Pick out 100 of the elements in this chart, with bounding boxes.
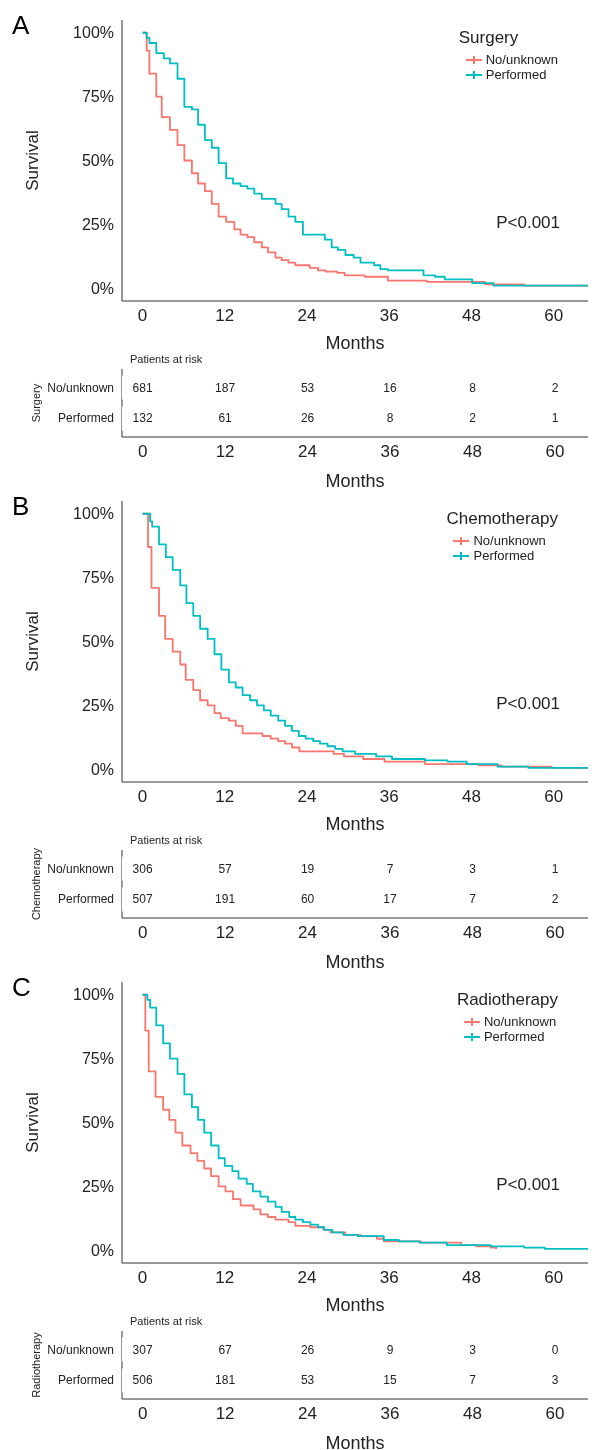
data-label: 15 [383, 1373, 398, 1388]
chart-title: A [12, 10, 30, 41]
y-axis-title: Chemotherapy [29, 847, 42, 921]
x-tick-label: 48 [462, 1268, 481, 1288]
chart-title: Patients at risk [130, 353, 203, 365]
y-tick-label: Performed [57, 1373, 114, 1388]
data-label: 3 [469, 1342, 477, 1357]
y-tick-label: 50% [81, 152, 114, 170]
data-label: 53 [300, 380, 315, 395]
chart-title: B [12, 491, 30, 522]
data-label: 9 [386, 1342, 394, 1357]
x-tick-label: 36 [380, 1404, 400, 1424]
x-tick-label: 36 [379, 306, 399, 326]
y-axis-title: Survival [23, 130, 43, 191]
data-label: 67 [218, 1342, 233, 1357]
x-tick-label: 60 [544, 787, 564, 807]
x-tick-label: 48 [463, 442, 482, 462]
y-tick-label: 50% [81, 1114, 114, 1132]
x-tick-label: 48 [463, 1404, 482, 1424]
data-label: 57 [218, 861, 233, 876]
y-axis-title: Survival [23, 611, 43, 672]
x-tick-label: 24 [297, 306, 317, 326]
x-tick-label: 60 [544, 1268, 564, 1288]
x-tick-label: 36 [379, 787, 399, 807]
x-tick-label: 12 [215, 787, 235, 807]
data-label: 7 [469, 892, 477, 907]
x-tick-label: 0 [137, 1404, 148, 1424]
x-axis-title: Months [325, 333, 385, 353]
data-label: 1 [551, 411, 559, 426]
legend-label: Performed [485, 67, 547, 82]
annotation: P<0.001 [496, 694, 560, 714]
x-axis-title: Months [325, 471, 385, 491]
x-tick-label: 36 [379, 1268, 399, 1288]
data-label: 61 [218, 411, 233, 426]
y-tick-label: 0% [90, 1241, 114, 1259]
x-tick-label: 0 [137, 923, 148, 943]
y-tick-label: 100% [73, 24, 114, 42]
data-label: 181 [215, 1373, 236, 1388]
y-tick-label: 75% [81, 569, 114, 587]
data-label: 187 [215, 380, 236, 395]
data-label: 16 [383, 380, 398, 395]
x-axis-title: Months [325, 952, 385, 972]
data-label: 19 [300, 861, 315, 876]
legend-label: Performed [473, 548, 535, 563]
x-tick-label: 60 [545, 923, 565, 943]
legend-label: No/unknown [473, 533, 546, 548]
data-label: 507 [132, 892, 153, 907]
y-tick-label: 0% [90, 279, 114, 297]
legend-title: Surgery [458, 28, 520, 48]
x-axis-title: Months [325, 814, 385, 834]
y-tick-label: Performed [57, 411, 114, 426]
x-tick-label: 24 [297, 787, 317, 807]
data-label: 60 [300, 892, 315, 907]
y-tick-label: 50% [81, 633, 114, 651]
data-label: 53 [300, 1373, 315, 1388]
x-tick-label: 60 [545, 442, 565, 462]
x-tick-label: 24 [298, 923, 318, 943]
x-tick-label: 24 [298, 442, 318, 462]
x-tick-label: 12 [215, 442, 235, 462]
x-tick-label: 60 [544, 306, 564, 326]
x-tick-label: 48 [462, 787, 481, 807]
data-label: 2 [469, 411, 477, 426]
x-tick-label: 48 [463, 923, 482, 943]
data-label: 306 [132, 861, 153, 876]
x-tick-label: 0 [137, 1268, 148, 1288]
x-tick-label: 0 [137, 442, 148, 462]
annotation: P<0.001 [496, 1175, 560, 1195]
x-tick-label: 12 [215, 923, 235, 943]
data-label: 681 [132, 380, 153, 395]
x-tick-label: 12 [215, 1404, 235, 1424]
data-label: 8 [386, 411, 394, 426]
legend-label: Performed [483, 1029, 545, 1044]
data-label: 8 [469, 380, 477, 395]
chart-title: Patients at risk [130, 834, 203, 846]
data-label: 2 [551, 892, 559, 907]
legend-label: No/unknown [483, 1014, 557, 1029]
y-tick-label: 100% [73, 986, 114, 1004]
y-axis-title: Radiotherapy [29, 1331, 42, 1398]
x-tick-label: 48 [462, 306, 481, 326]
x-tick-label: 24 [297, 1268, 317, 1288]
x-tick-label: 60 [545, 1404, 565, 1424]
x-tick-label: 36 [380, 923, 400, 943]
x-tick-label: 24 [298, 1404, 318, 1424]
data-label: 0 [551, 1342, 559, 1357]
y-tick-label: 75% [81, 88, 114, 106]
data-label: 132 [132, 411, 153, 426]
data-label: 7 [469, 1373, 477, 1388]
y-axis-title: Survival [23, 1092, 43, 1153]
y-tick-label: Performed [57, 892, 114, 907]
y-axis-title: Surgery [29, 383, 42, 423]
y-tick-label: 25% [81, 697, 114, 715]
y-tick-label: 25% [81, 216, 114, 234]
x-axis-title: Months [325, 1295, 385, 1315]
data-label: 3 [551, 1373, 559, 1388]
legend-label: No/unknown [485, 52, 558, 67]
x-tick-label: 0 [137, 306, 148, 326]
data-label: 1 [551, 861, 559, 876]
x-tick-label: 0 [137, 787, 148, 807]
x-tick-label: 36 [380, 442, 400, 462]
y-tick-label: No/unknown [47, 1342, 114, 1357]
